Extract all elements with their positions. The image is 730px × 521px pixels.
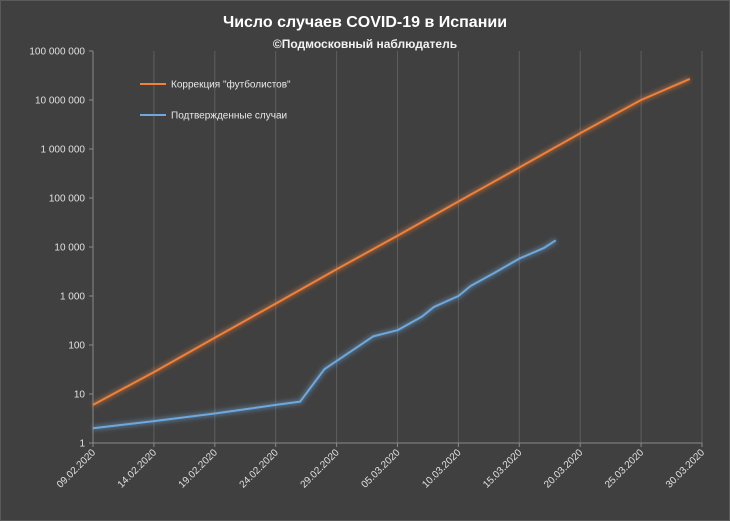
y-tick-label-8: 100 000 000 [29, 47, 85, 58]
series-line-1 [92, 239, 557, 430]
y-tick-label-6: 1 000 000 [41, 145, 86, 156]
y-tick-label-3: 1 000 [60, 292, 85, 303]
x-tick-label-1: 14.02.2020 [116, 447, 159, 490]
y-tick-label-5: 100 000 [49, 194, 86, 205]
x-tick-label-8: 20.03.2020 [542, 447, 585, 490]
chart-title: Число случаев COVID-19 в Испании [222, 14, 508, 31]
x-tick-label-9: 25.03.2020 [603, 447, 646, 490]
x-tick-label-10: 30.03.2020 [664, 447, 707, 490]
x-tick-label-2: 19.02.2020 [177, 447, 220, 490]
x-tick-label-5: 05.03.2020 [359, 447, 402, 490]
y-tick-label-7: 10 000 000 [35, 96, 85, 107]
x-tick-label-3: 24.02.2020 [238, 447, 281, 490]
chart-subtitle: ©Подмосковный наблюдатель [272, 37, 458, 51]
x-tick-label-6: 10.03.2020 [420, 447, 463, 490]
legend-label-0: Коррекция "футболистов" [171, 79, 291, 91]
x-tick-label-0: 09.02.2020 [55, 447, 98, 490]
series-line-0 [92, 77, 691, 406]
y-tick-label-0: 1 [79, 439, 85, 450]
legend-label-1: Подтвержденные случаи [171, 111, 287, 122]
y-tick-label-1: 10 [74, 390, 86, 401]
series-glow-1 [92, 238, 558, 431]
x-tick-label-7: 15.03.2020 [481, 447, 524, 490]
y-tick-label-4: 10 000 [54, 243, 85, 254]
y-tick-label-2: 100 [68, 341, 85, 352]
x-tick-label-4: 29.02.2020 [299, 447, 342, 490]
